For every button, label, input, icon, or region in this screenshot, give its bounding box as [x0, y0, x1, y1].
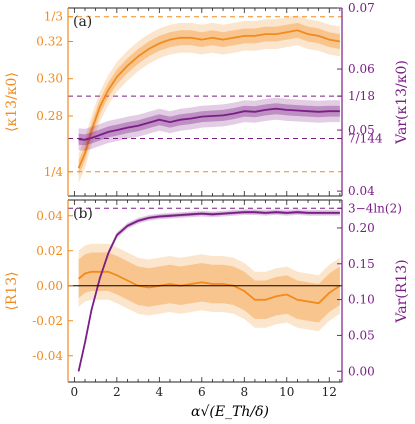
right-special-tick-label: 7/144 [348, 132, 383, 146]
x-tick-label: 2 [113, 385, 121, 399]
x-tick-label: 12 [322, 385, 337, 399]
left-tick-label: 0.02 [36, 244, 63, 258]
purple-outer-band [78, 97, 340, 151]
right-special-tick-label: 3−4ln(2) [348, 201, 402, 215]
right-tick-label: 0.04 [348, 184, 375, 198]
right-axis-title: Var(κ13/κ0) [394, 60, 410, 145]
x-tick-label: 10 [279, 385, 294, 399]
right-tick-label: 0.05 [348, 123, 375, 137]
right-tick-label: 0.15 [348, 257, 375, 271]
x-axis-label: α√(E_Th/δ) [191, 404, 269, 420]
left-axis-title: ⟨κ13/κ0⟩ [4, 72, 20, 132]
orange-series-line [78, 270, 341, 305]
left-tick-label: 0.04 [36, 209, 63, 223]
orange-outer-band [78, 15, 340, 184]
panel-a: 0.28 0.30 0.32 1/3 1/4 0.04 0.05 0.06 0.07 1/18 7/… [4, 1, 410, 198]
x-tick-label: 4 [156, 385, 164, 399]
right-tick-label: 0.00 [348, 364, 375, 378]
right-tick-label: 0.07 [348, 1, 375, 15]
left-tick-label: -0.02 [32, 314, 63, 328]
left-tick-label: 0.00 [36, 279, 63, 293]
left-tick-label: -0.04 [32, 349, 63, 363]
left-tick-label: 0.28 [36, 109, 63, 123]
orange-inner-band [78, 22, 340, 176]
right-tick-label: 0.20 [348, 221, 375, 235]
x-tick-label: 6 [198, 385, 206, 399]
left-tick-label: 0.32 [36, 35, 63, 49]
left-tick-label: 0.30 [36, 72, 63, 86]
panel-label: (a) [73, 14, 92, 30]
x-tick-label: 0 [71, 385, 79, 399]
right-special-tick-label: 1/18 [348, 89, 375, 103]
orange-inner-band [78, 252, 340, 323]
purple-series-line [77, 211, 340, 372]
left-special-tick-label: 1/4 [44, 165, 64, 179]
right-tick-label: 0.10 [348, 293, 375, 307]
purple-series-line [78, 107, 340, 141]
orange-outer-band [78, 243, 340, 332]
purple-inner-band [78, 103, 340, 146]
panel-label: (b) [73, 206, 93, 222]
x-tick-label: 8 [240, 385, 248, 399]
left-axis-title: ⟨R13⟩ [4, 271, 20, 310]
right-tick-label: 0.06 [348, 62, 375, 76]
right-axis-title: Var(R13) [394, 259, 410, 323]
right-tick-label: 0.05 [348, 328, 375, 342]
panel-b: 0 2 4 6 8 10 12 -0.04 -0.02 0.00 0.02 0.04 0.00 0.05 0… [4, 199, 410, 399]
left-special-tick-label: 1/3 [44, 10, 63, 24]
orange-series-line [77, 29, 341, 169]
